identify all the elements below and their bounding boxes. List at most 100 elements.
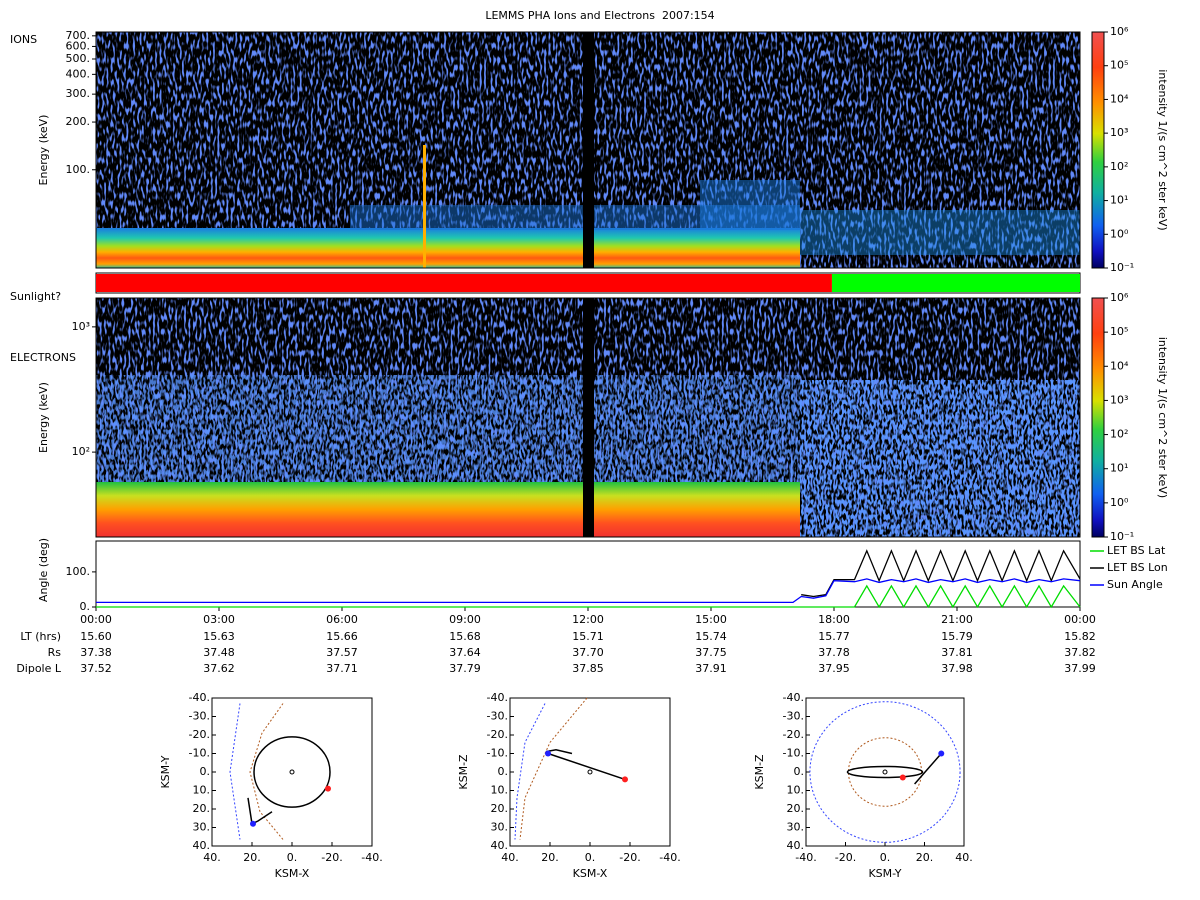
panel-label: Sunlight? bbox=[10, 290, 61, 303]
x-tick-label: 20. bbox=[916, 851, 934, 864]
x-tick-label: -20. bbox=[835, 851, 856, 864]
orbit-point bbox=[899, 774, 906, 781]
colorbar-tick-label: 10² bbox=[1110, 428, 1128, 441]
ephemeris-value: 15.77 bbox=[818, 630, 850, 643]
orbit-point bbox=[325, 785, 331, 792]
x-tick-label: 03:00 bbox=[203, 613, 235, 626]
colorbar-tick-label: 10¹ bbox=[1110, 194, 1128, 207]
ephemeris-value: 37.57 bbox=[326, 646, 358, 659]
spectrogram-texture bbox=[96, 375, 800, 485]
y-tick-label: -20. bbox=[189, 728, 210, 741]
orbit-curve bbox=[514, 703, 546, 840]
ephemeris-value: 37.99 bbox=[1064, 662, 1096, 675]
orbit-curve bbox=[249, 703, 284, 840]
colorbar-tick-label: 10⁻¹ bbox=[1110, 261, 1134, 274]
ephemeris-value: 15.79 bbox=[941, 630, 973, 643]
ephemeris-value: 37.70 bbox=[572, 646, 604, 659]
ephemeris-value: 37.95 bbox=[818, 662, 850, 675]
y-tick-label: 0. bbox=[80, 600, 91, 613]
ephemeris-value: 15.82 bbox=[1064, 630, 1096, 643]
panel-label: ELECTRONS bbox=[10, 351, 76, 364]
data-gap bbox=[583, 32, 594, 268]
y-tick-label: 100. bbox=[66, 163, 91, 176]
x-tick-label: -40. bbox=[361, 851, 382, 864]
x-tick-label: 0. bbox=[880, 851, 891, 864]
x-tick-label: 0. bbox=[287, 851, 298, 864]
planet bbox=[587, 769, 593, 775]
spectrogram-streak bbox=[423, 145, 426, 268]
data-line bbox=[96, 578, 1081, 604]
y-tick-label: 100. bbox=[66, 565, 91, 578]
ephemeris-value: 37.48 bbox=[203, 646, 235, 659]
ephemeris-value: 15.63 bbox=[203, 630, 235, 643]
y-tick-label: 20. bbox=[787, 802, 805, 815]
ephemeris-value: 37.75 bbox=[695, 646, 727, 659]
data-line bbox=[801, 549, 1081, 598]
ephemeris-value: 15.74 bbox=[695, 630, 727, 643]
colorbar-tick-label: 10¹ bbox=[1110, 462, 1128, 475]
ephemeris-value: 37.64 bbox=[449, 646, 481, 659]
x-tick-label: 40. bbox=[501, 851, 519, 864]
y-tick-label: -40. bbox=[487, 691, 508, 704]
y-axis-label: Energy (keV) bbox=[37, 115, 50, 186]
y-axis-label: KSM-Z bbox=[753, 754, 766, 790]
x-tick-label: 00:00 bbox=[1064, 613, 1096, 626]
x-tick-label: 06:00 bbox=[326, 613, 358, 626]
ephemeris-value: 37.82 bbox=[1064, 646, 1096, 659]
ephemeris-label: LT (hrs) bbox=[20, 630, 61, 643]
panel-frame bbox=[95, 540, 1081, 608]
x-tick-label: 40. bbox=[955, 851, 973, 864]
ephemeris-value: 37.85 bbox=[572, 662, 604, 675]
y-tick-label: -40. bbox=[783, 691, 804, 704]
data-gap bbox=[583, 298, 594, 537]
y-tick-label: 40. bbox=[491, 839, 509, 852]
colorbar-tick-label: 10³ bbox=[1110, 126, 1128, 139]
orbit-ellipse bbox=[809, 701, 961, 843]
y-tick-label: 700. bbox=[66, 29, 91, 42]
orbit-point bbox=[622, 776, 628, 783]
spectrogram-band bbox=[96, 228, 800, 268]
y-tick-label: 10. bbox=[491, 784, 509, 797]
spectrogram-band bbox=[700, 180, 800, 230]
ephemeris-label: Rs bbox=[48, 646, 62, 659]
y-tick-label: 200. bbox=[66, 115, 91, 128]
colorbar-tick-label: 10⁰ bbox=[1110, 496, 1129, 509]
ephemeris-value: 15.71 bbox=[572, 630, 604, 643]
y-tick-label: -30. bbox=[783, 710, 804, 723]
orbit-ellipse bbox=[847, 737, 923, 807]
orbit-ellipse bbox=[846, 765, 924, 779]
y-tick-label: -10. bbox=[783, 747, 804, 760]
x-tick-label: 09:00 bbox=[449, 613, 481, 626]
y-tick-label: -40. bbox=[189, 691, 210, 704]
x-tick-label: 40. bbox=[203, 851, 221, 864]
y-tick-label: 30. bbox=[787, 821, 805, 834]
orbit-curve bbox=[229, 703, 241, 840]
orbit-ellipse bbox=[253, 736, 331, 808]
orbit-point bbox=[250, 820, 256, 827]
x-tick-label: 18:00 bbox=[818, 613, 850, 626]
orbit-curve bbox=[519, 697, 588, 840]
spectrogram-texture bbox=[800, 380, 1080, 537]
y-tick-label: 40. bbox=[193, 839, 211, 852]
x-tick-label: -20. bbox=[619, 851, 640, 864]
ephemeris-value: 15.68 bbox=[449, 630, 481, 643]
ephemeris-value: 37.38 bbox=[80, 646, 112, 659]
ephemeris-value: 37.98 bbox=[941, 662, 973, 675]
y-tick-label: -30. bbox=[487, 710, 508, 723]
data-line bbox=[96, 584, 1081, 609]
colorbar-tick-label: 10⁵ bbox=[1110, 325, 1128, 338]
ephemeris-value: 37.79 bbox=[449, 662, 481, 675]
colorbar-tick-label: 10⁴ bbox=[1110, 359, 1129, 372]
figure-title: LEMMS PHA Ions and Electrons 2007:154 bbox=[485, 9, 714, 22]
y-tick-label: -20. bbox=[487, 728, 508, 741]
ephemeris-value: 37.71 bbox=[326, 662, 358, 675]
x-tick-label: -40. bbox=[795, 851, 816, 864]
y-tick-label: 30. bbox=[193, 821, 211, 834]
spectrogram-band bbox=[800, 210, 1080, 255]
colorbar-tick-label: 10⁴ bbox=[1110, 92, 1129, 105]
spectrogram-band bbox=[96, 482, 800, 537]
planet bbox=[289, 769, 295, 775]
y-tick-label: 20. bbox=[193, 802, 211, 815]
y-tick-label: 0. bbox=[498, 765, 509, 778]
